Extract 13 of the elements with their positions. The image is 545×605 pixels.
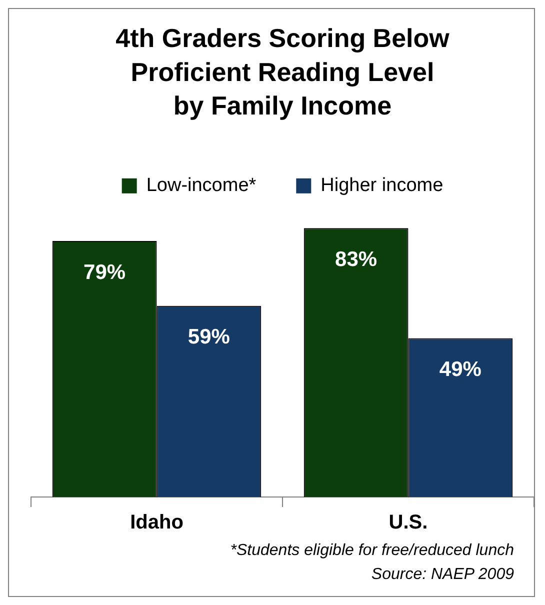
text: Proficient Reading Level: [130, 56, 434, 87]
legend-label: Low-income*: [146, 175, 257, 196]
data-label: 83%: [335, 248, 378, 271]
text: by Family Income: [173, 90, 392, 121]
legend-label: Higher income: [320, 175, 444, 196]
data-label: 79%: [84, 260, 126, 284]
x-tick-label: U.S.: [388, 512, 428, 534]
source-note: Source: NAEP 2009: [370, 565, 514, 585]
text: *Students eligible for free/reduced lunch: [229, 541, 514, 561]
data-label: 59%: [188, 326, 230, 349]
data-label: 49%: [439, 358, 482, 382]
text: 4th Graders Scoring Below: [116, 23, 450, 54]
x-tick-label: Idaho: [130, 512, 184, 534]
